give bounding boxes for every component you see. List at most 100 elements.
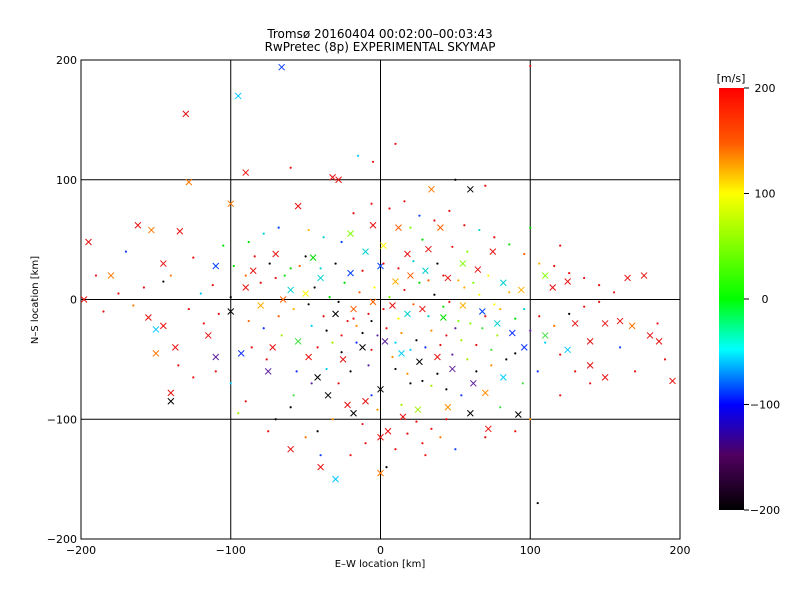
data-point-dot	[394, 142, 397, 145]
data-point-cross	[359, 344, 366, 351]
data-point-dot	[132, 304, 135, 307]
data-point-cross	[459, 302, 467, 309]
colorbar-tick-label: −200	[750, 504, 780, 517]
data-point-dot	[421, 379, 424, 383]
x-tick-label: 200	[670, 544, 691, 557]
data-point-cross	[392, 278, 399, 285]
x-axis-label: E–W location [km]	[335, 559, 426, 570]
data-point-dot	[370, 319, 373, 323]
data-point-cross	[134, 221, 142, 229]
y-axis-label: N–S location [km]	[30, 256, 41, 344]
data-point-dot	[322, 236, 325, 239]
data-point-dot	[529, 64, 532, 68]
data-point-cross	[369, 221, 377, 229]
data-point-dot	[409, 348, 412, 351]
data-point-cross	[499, 279, 507, 287]
data-point-cross	[185, 178, 193, 186]
data-point-cross	[398, 350, 405, 357]
data-point-dot	[382, 262, 385, 265]
data-point-cross	[474, 266, 482, 273]
colorbar-label: [m/s]	[717, 72, 746, 85]
data-point-dot	[445, 388, 448, 391]
data-point-dot	[538, 262, 541, 265]
data-point-dot	[349, 454, 352, 457]
axis-ticks: −200 −100 0 100 200 −200 −100 0 100 200	[47, 54, 691, 557]
data-point-dot	[508, 291, 511, 294]
data-point-dot	[553, 324, 556, 327]
data-point-dot	[222, 244, 225, 247]
data-point-dot	[421, 442, 424, 445]
data-point-dot	[412, 260, 415, 263]
data-point-dot	[370, 394, 373, 397]
data-point-cross	[459, 260, 467, 267]
data-point-cross	[493, 320, 501, 327]
data-point-dot	[412, 303, 415, 306]
data-point-cross	[176, 227, 184, 235]
data-point-dot	[292, 307, 295, 311]
data-point-dot	[478, 293, 481, 296]
data-point-dot	[304, 436, 307, 439]
data-point-cross	[329, 174, 336, 181]
data-point-cross	[564, 278, 572, 285]
data-point-cross	[437, 224, 444, 232]
data-point-dot	[421, 238, 424, 241]
data-point-dot	[94, 274, 98, 277]
data-point-dot	[409, 226, 412, 229]
data-point-cross	[294, 202, 302, 210]
data-point-dot	[529, 418, 532, 421]
data-point-cross	[278, 63, 286, 71]
data-point-dot	[331, 341, 334, 344]
data-point-cross	[272, 250, 280, 258]
data-point-dot	[613, 291, 616, 294]
data-point-dot	[361, 422, 364, 426]
data-point-dot	[307, 303, 310, 306]
data-point-dot	[356, 154, 360, 157]
colorbar-tick-label: 200	[755, 82, 776, 95]
data-point-dot	[199, 292, 202, 295]
data-point-dot	[202, 322, 205, 325]
data-point-dot	[352, 212, 355, 215]
data-point-dot	[544, 341, 547, 344]
x-tick-label: −100	[216, 544, 246, 557]
data-point-cross	[404, 310, 411, 318]
data-point-dot	[442, 274, 445, 277]
data-point-dot	[490, 364, 493, 367]
data-point-cross	[317, 274, 324, 282]
data-point-dot	[325, 329, 328, 332]
data-point-cross	[414, 406, 422, 414]
data-point-cross	[514, 411, 522, 418]
data-point-cross	[167, 397, 175, 405]
data-point-dot	[430, 329, 433, 332]
data-point-dot	[340, 334, 343, 337]
data-point-dot	[331, 418, 334, 421]
data-point-cross	[347, 230, 354, 237]
data-point-cross	[332, 310, 339, 318]
data-point-cross	[160, 322, 167, 330]
data-point-cross	[85, 238, 92, 246]
data-point-dot	[253, 255, 256, 258]
data-point-dot	[319, 454, 322, 457]
data-point-dot	[499, 406, 502, 409]
data-point-dot	[397, 267, 400, 270]
colorbar-tick-label: 100	[755, 188, 776, 201]
data-point-dot	[493, 236, 496, 239]
data-point-dot	[322, 315, 325, 318]
data-point-dot	[460, 394, 463, 397]
data-point-dot	[536, 370, 539, 373]
data-point-dot	[424, 346, 427, 349]
data-point-dot	[451, 245, 454, 248]
data-point-dot	[385, 327, 388, 330]
data-point-dot	[361, 269, 364, 272]
x-tick-label: 100	[520, 544, 541, 557]
data-point-cross	[242, 284, 250, 291]
y-tick-label: 200	[56, 54, 77, 67]
x-tick-label: −200	[66, 544, 96, 557]
data-point-dot	[250, 346, 253, 349]
data-point-dot	[457, 319, 460, 323]
data-point-dot	[583, 276, 586, 280]
data-point-cross	[204, 332, 212, 339]
data-point-cross	[332, 475, 339, 483]
data-point-cross	[499, 373, 507, 381]
data-point-dot	[484, 315, 487, 318]
data-point-dot	[553, 264, 556, 268]
